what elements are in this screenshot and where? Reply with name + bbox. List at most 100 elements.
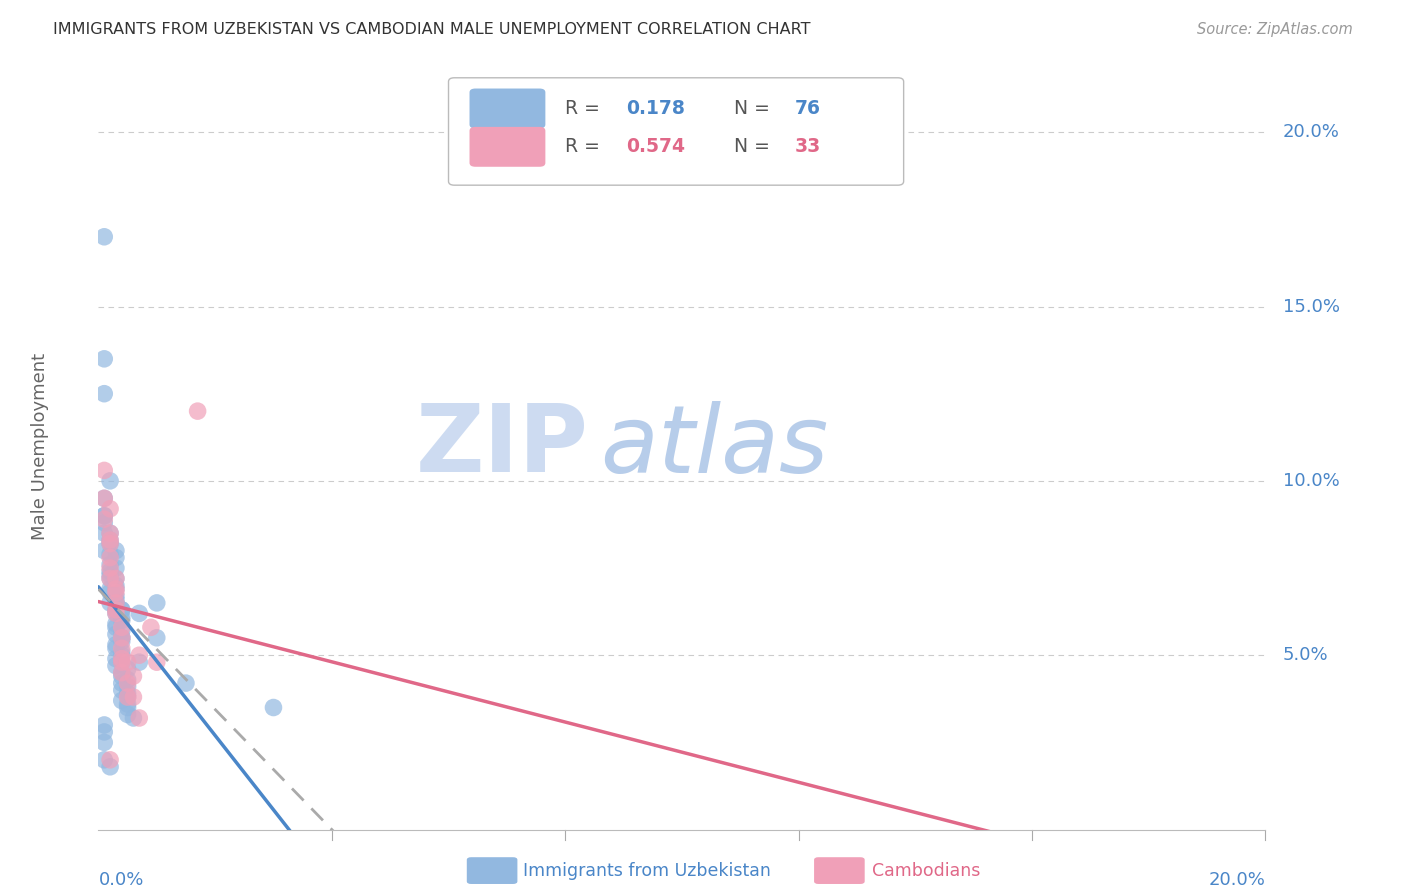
Point: [117, 697, 139, 711]
Text: N =: N =: [734, 99, 776, 118]
Point: [117, 690, 139, 704]
Text: atlas: atlas: [600, 401, 828, 491]
Point: [104, 596, 127, 610]
Point: [98, 585, 121, 599]
Point: [111, 665, 134, 680]
Point: [117, 676, 139, 690]
Point: [93, 718, 115, 732]
Text: 10.0%: 10.0%: [1282, 472, 1340, 490]
Point: [104, 603, 127, 617]
Point: [93, 491, 115, 506]
Point: [111, 648, 134, 663]
Point: [117, 700, 139, 714]
Point: [93, 753, 115, 767]
Text: 5.0%: 5.0%: [1282, 646, 1329, 665]
Point: [104, 651, 127, 665]
Point: [93, 463, 115, 477]
Point: [104, 638, 127, 652]
Point: [104, 616, 127, 631]
Point: [93, 229, 115, 244]
Point: [98, 547, 121, 561]
Point: [139, 620, 162, 634]
Point: [98, 558, 121, 572]
Point: [93, 351, 115, 366]
Point: [128, 711, 150, 725]
Point: [111, 651, 134, 665]
Text: IMMIGRANTS FROM UZBEKISTAN VS CAMBODIAN MALE UNEMPLOYMENT CORRELATION CHART: IMMIGRANTS FROM UZBEKISTAN VS CAMBODIAN …: [53, 22, 811, 37]
Point: [98, 526, 121, 541]
Point: [111, 620, 134, 634]
Text: 76: 76: [796, 99, 821, 118]
Point: [111, 676, 134, 690]
Point: [146, 655, 169, 669]
Text: R =: R =: [565, 137, 606, 156]
Point: [122, 669, 145, 683]
Point: [174, 676, 197, 690]
Point: [93, 508, 115, 523]
Point: [146, 631, 169, 645]
FancyBboxPatch shape: [470, 88, 546, 128]
Point: [117, 673, 139, 687]
Text: ZIP: ZIP: [416, 400, 589, 492]
Point: [104, 603, 127, 617]
Point: [93, 543, 115, 558]
Point: [128, 648, 150, 663]
Point: [104, 596, 127, 610]
Point: [128, 607, 150, 621]
Point: [117, 662, 139, 676]
Point: [117, 655, 139, 669]
Point: [98, 565, 121, 579]
Point: [98, 501, 121, 516]
Point: [104, 572, 127, 586]
Point: [111, 669, 134, 683]
Point: [111, 645, 134, 659]
Point: [98, 568, 121, 582]
Point: [111, 634, 134, 648]
Point: [187, 404, 209, 418]
Point: [111, 631, 134, 645]
Point: [104, 658, 127, 673]
Text: N =: N =: [734, 137, 776, 156]
Text: 15.0%: 15.0%: [1282, 298, 1340, 316]
Point: [128, 655, 150, 669]
Point: [98, 533, 121, 548]
Point: [98, 753, 121, 767]
Point: [104, 607, 127, 621]
Point: [98, 572, 121, 586]
Point: [93, 386, 115, 401]
Point: [98, 536, 121, 550]
Point: [98, 533, 121, 548]
Point: [98, 550, 121, 565]
Text: Source: ZipAtlas.com: Source: ZipAtlas.com: [1197, 22, 1353, 37]
Point: [104, 582, 127, 596]
Point: [104, 561, 127, 575]
Point: [111, 655, 134, 669]
Point: [104, 607, 127, 621]
Point: [111, 641, 134, 656]
Point: [146, 596, 169, 610]
Point: [111, 683, 134, 698]
Text: 20.0%: 20.0%: [1282, 123, 1340, 141]
Text: 33: 33: [796, 137, 821, 156]
Point: [104, 550, 127, 565]
Point: [111, 610, 134, 624]
Point: [93, 735, 115, 749]
Point: [98, 526, 121, 541]
Point: [104, 585, 127, 599]
Point: [111, 603, 134, 617]
Point: [98, 536, 121, 550]
Point: [98, 474, 121, 488]
Point: [104, 572, 127, 586]
Point: [111, 603, 134, 617]
Point: [104, 627, 127, 641]
Point: [93, 526, 115, 541]
Point: [117, 687, 139, 701]
Point: [117, 680, 139, 694]
Point: [104, 641, 127, 656]
Point: [104, 578, 127, 592]
Point: [98, 582, 121, 596]
FancyBboxPatch shape: [449, 78, 904, 186]
Point: [111, 665, 134, 680]
Point: [93, 516, 115, 530]
Point: [104, 592, 127, 607]
